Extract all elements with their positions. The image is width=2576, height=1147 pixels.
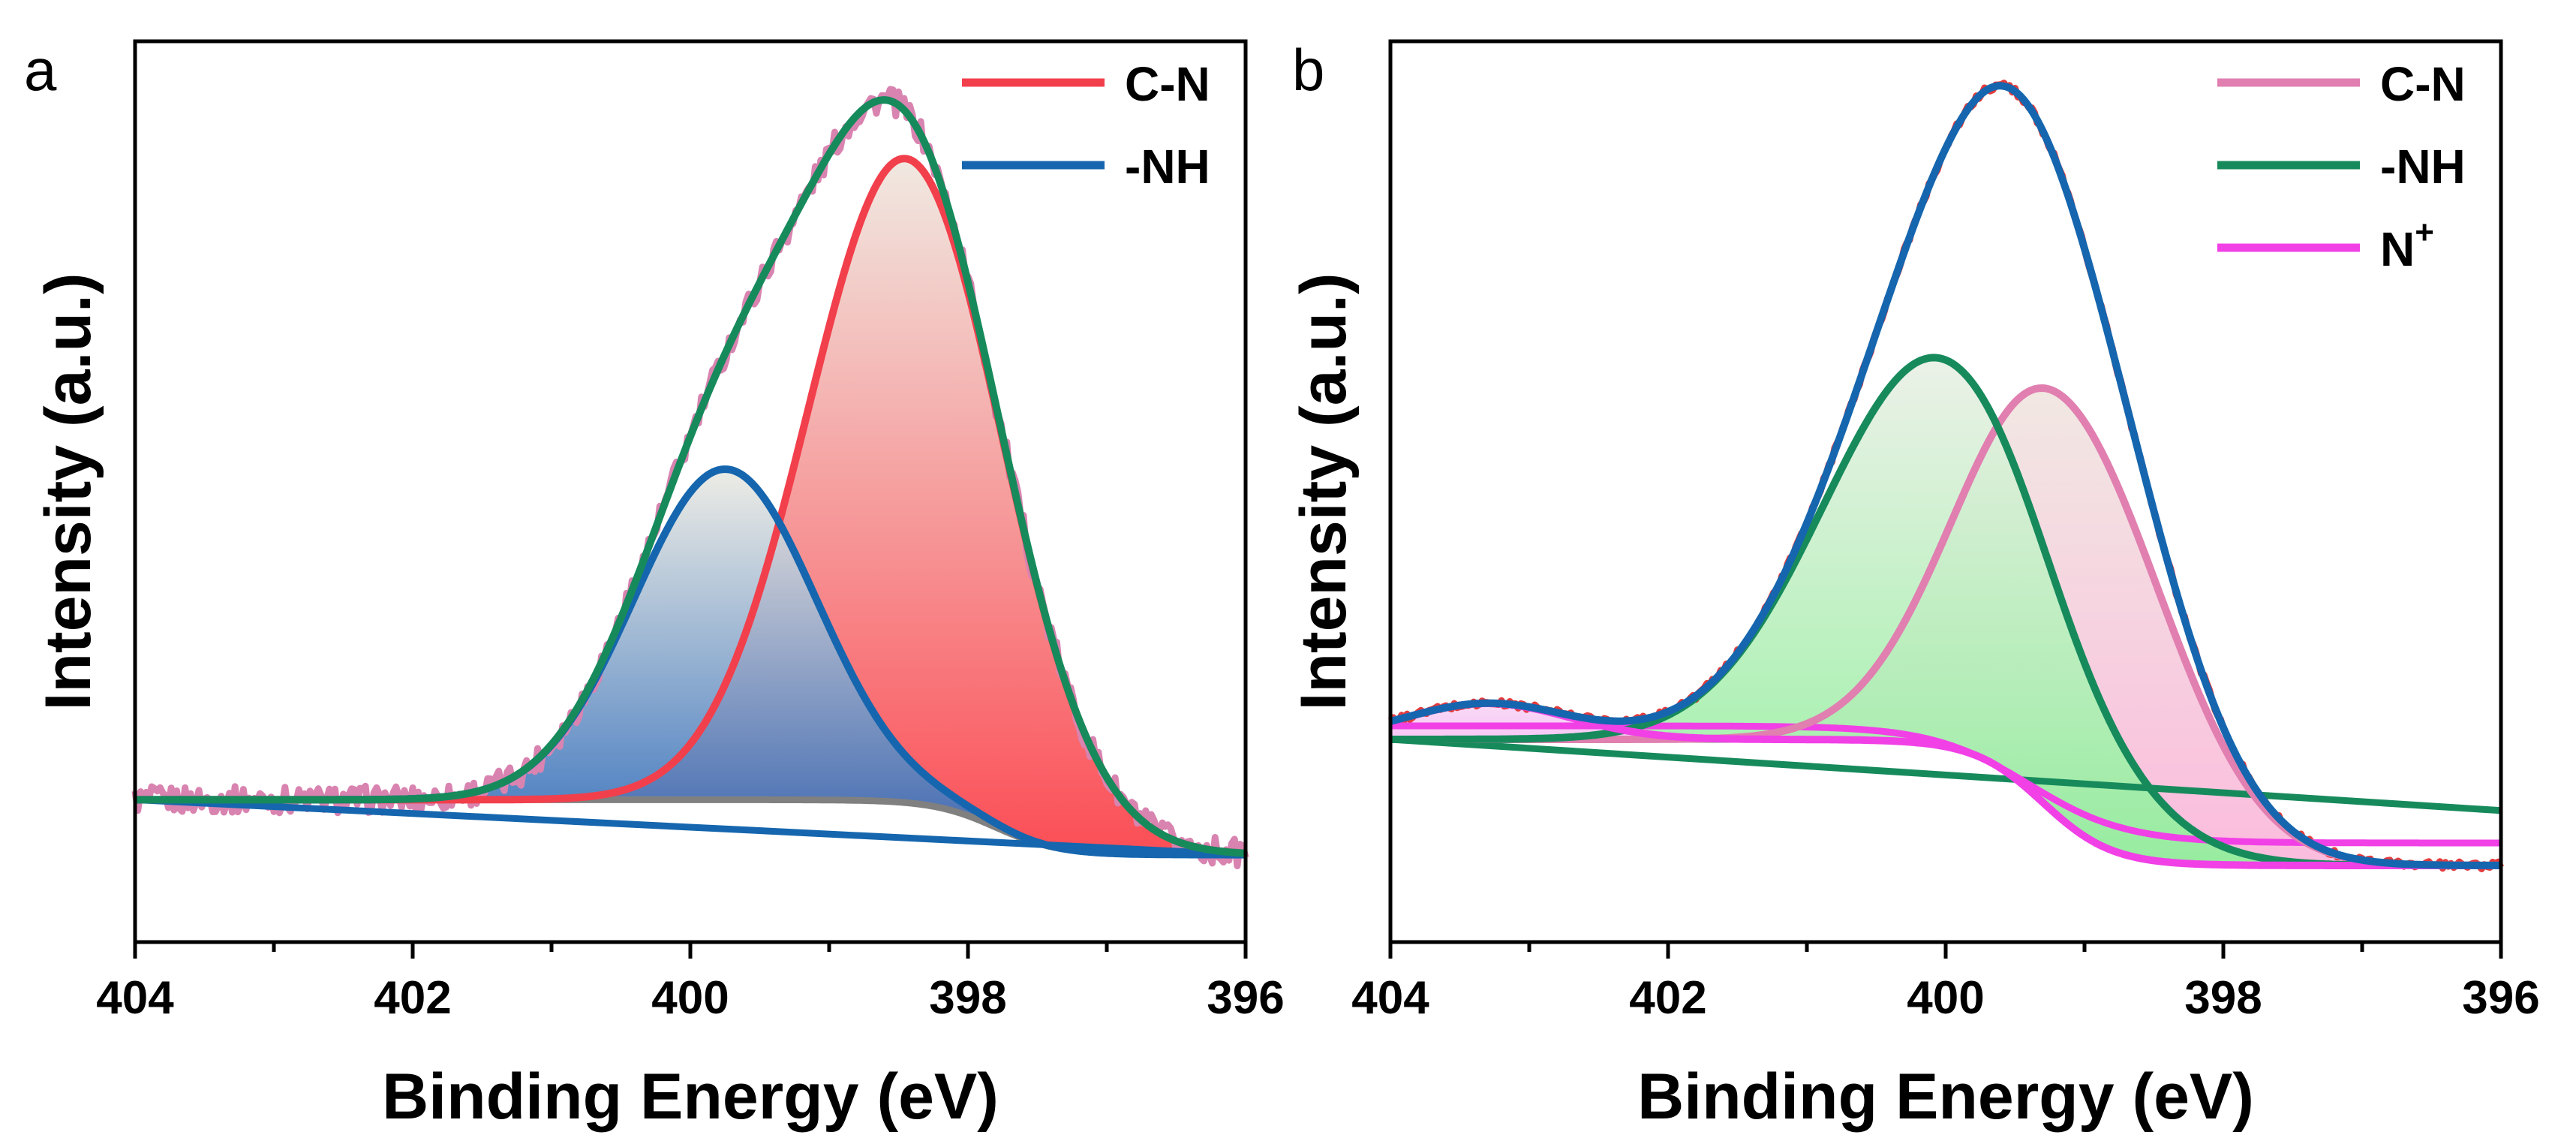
x-tick-label: 398 (2184, 972, 2262, 1024)
legend-b: C-N -NH N+ (2217, 57, 2466, 276)
panel-letter-b: b (1292, 37, 1324, 103)
panel-letter-a: a (24, 37, 57, 103)
peak-fill-cn (135, 158, 1246, 855)
plot-area-b (1387, 80, 2505, 872)
x-axis-title-b: Binding Energy (eV) (1637, 1061, 2254, 1133)
legend-item-cn: C-N (962, 57, 1210, 111)
legend-label-cn: C-N (2380, 57, 2466, 111)
x-tick-label: 402 (1629, 972, 1706, 1024)
legend-item-np: N+ (2217, 214, 2434, 276)
x-tick-label: 398 (929, 972, 1006, 1024)
envelope-fit-line (134, 96, 1247, 857)
x-tick-label: 404 (96, 972, 174, 1024)
legend-a: C-N -NH (962, 57, 1210, 194)
legend-label-cn: C-N (1125, 57, 1210, 111)
peak-fill-nh (135, 469, 1246, 855)
legend-superscript: + (2415, 214, 2434, 251)
x-tick-label: 396 (1207, 972, 1284, 1024)
legend-label-np: N+ (2380, 214, 2434, 276)
plot-area-a (131, 86, 1249, 869)
panel-b: b 404 402 400 398 396 C-N -NH N+ Binding Energ… (1288, 37, 2540, 1133)
x-tick-label: 396 (2462, 972, 2539, 1024)
x-tick-label: 404 (1351, 972, 1429, 1024)
x-axis-ticks-a: 404 402 400 398 396 (96, 942, 1285, 1024)
peak-fill-np (1390, 703, 2501, 866)
panel-a: a 404 402 400 398 396 C-N -NH Binding Energy … (24, 37, 1285, 1133)
y-axis-title-a: Intensity (a.u.) (32, 273, 104, 711)
linear-background-line (1390, 736, 2502, 814)
legend-item-nh: -NH (962, 140, 1210, 194)
peak-fill-nh (1390, 357, 2501, 866)
x-tick-label: 402 (374, 972, 451, 1024)
x-axis-title-a: Binding Energy (eV) (382, 1061, 999, 1133)
legend-label-nh: -NH (2380, 140, 2466, 194)
y-axis-title-b: Intensity (a.u.) (1288, 273, 1360, 711)
x-axis-ticks-b: 404 402 400 398 396 (1351, 942, 2540, 1024)
legend-label-nh: -NH (1125, 140, 1210, 194)
envelope-fit-line (1389, 82, 2502, 869)
legend-item-cn: C-N (2217, 57, 2466, 111)
legend-item-nh: -NH (2217, 140, 2466, 194)
x-tick-label: 400 (1907, 972, 1984, 1024)
x-tick-label: 400 (651, 972, 729, 1024)
